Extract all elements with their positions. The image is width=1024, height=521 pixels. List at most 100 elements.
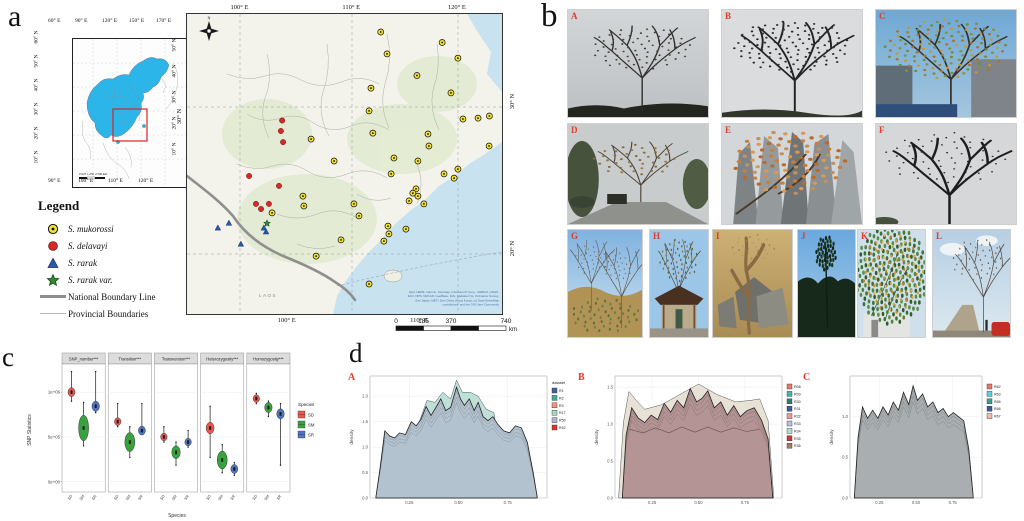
density-plot-a: 0.0 0.5 1.0 1.5 2.0 0.25 0.50 0.75 density datase… bbox=[349, 375, 566, 505]
inset-bottom-tick: 100° E bbox=[78, 178, 94, 184]
density-ytick: 0.5 bbox=[362, 470, 368, 475]
density-panel-letter-a: A bbox=[348, 372, 356, 383]
inset-right-tick: 10° N bbox=[171, 142, 178, 156]
violin-xtick: SR bbox=[137, 494, 143, 501]
thick-line-icon bbox=[38, 294, 68, 299]
marker-s-rarak-var bbox=[262, 219, 272, 227]
legend-item-red-circle: S. delavayi bbox=[38, 237, 188, 254]
density-legend-label: R09 bbox=[794, 392, 801, 396]
density-legend-label: R65 bbox=[994, 400, 1001, 404]
density-xtick: 0.75 bbox=[741, 500, 750, 505]
density-xtick: 0.50 bbox=[912, 500, 921, 505]
density-legend-label: R1 bbox=[559, 389, 564, 393]
density-xtick: 0.50 bbox=[694, 500, 703, 505]
density-legend-label: R52 bbox=[559, 426, 566, 430]
panel-d-label: d bbox=[349, 338, 363, 368]
density-legend-key bbox=[786, 435, 793, 442]
facet-title: Homozygosity*** bbox=[253, 357, 284, 362]
inset-top-tick: 170° E bbox=[156, 18, 172, 24]
photo-d: D bbox=[567, 123, 709, 225]
photo-label-j: J bbox=[801, 231, 806, 241]
main-bottom-tick: 100° E bbox=[277, 317, 296, 324]
compass-rose bbox=[199, 21, 219, 41]
map-scalebar: 0 185 370 740 km bbox=[388, 316, 520, 336]
density-legend-label: R31 bbox=[794, 407, 801, 411]
density-legend-label: R08 bbox=[794, 385, 801, 389]
marker-s-delavayi bbox=[277, 128, 284, 134]
density-legend-key bbox=[551, 402, 558, 408]
violin-xlabel: Species bbox=[168, 513, 186, 519]
marker-s-rarak bbox=[225, 219, 233, 226]
national-boundary-thick bbox=[185, 174, 357, 302]
map-attribution: Esri, HERE, Garmin, Intermap, increment … bbox=[410, 290, 500, 294]
main-right-tick: 20° N bbox=[509, 240, 517, 257]
photo-c: C bbox=[875, 9, 1017, 118]
facet-title: Transversion*** bbox=[162, 357, 191, 362]
map-attribution: FAO, NPS, NRCAN, GeoBase, IGN, Kadaster … bbox=[408, 294, 499, 298]
map-legend-title: Legend bbox=[38, 198, 80, 213]
violin-xtick: SD bbox=[206, 494, 212, 501]
density-legend-key bbox=[551, 417, 558, 423]
density-panel-letter-c: C bbox=[803, 372, 811, 383]
inset-map-svg: 0 625 1,250 2,500 km bbox=[73, 39, 191, 187]
violin-xtick: SM bbox=[79, 494, 86, 501]
photo-a: A bbox=[567, 9, 709, 118]
violin-xtick: SR bbox=[91, 494, 97, 501]
violin-xtick: SM bbox=[264, 494, 271, 501]
density-legend-key bbox=[786, 398, 793, 404]
density-ytick: 1.5 bbox=[362, 419, 368, 424]
marker-s-delavayi bbox=[246, 173, 253, 179]
density-ytick: 0.5 bbox=[607, 458, 613, 463]
blue-triangle-icon bbox=[38, 256, 68, 270]
density-legend-label: R50 bbox=[559, 419, 566, 423]
violin-xtick: SM bbox=[125, 494, 132, 501]
photo-label-l: L bbox=[936, 231, 943, 241]
density-legend-key bbox=[551, 395, 558, 401]
photo-h: H bbox=[649, 229, 709, 338]
main-right-tick: 30° N bbox=[509, 93, 517, 110]
facet-title: SNP_number*** bbox=[69, 357, 99, 362]
density-legend-key bbox=[551, 387, 558, 394]
inset-left-tick: 50° N bbox=[33, 54, 40, 68]
density-legend-key bbox=[986, 413, 993, 419]
map-sea-east bbox=[467, 14, 502, 92]
density-xtick: 0.25 bbox=[648, 500, 657, 505]
violin-legend-label: SR bbox=[308, 433, 314, 438]
china-shape bbox=[86, 57, 170, 139]
inset-right-tick: 40° N bbox=[171, 64, 178, 78]
inset-top-tick: 90° E bbox=[75, 18, 88, 24]
density-ytick: 1.0 bbox=[362, 445, 368, 450]
density-legend-key bbox=[986, 406, 993, 412]
photo-label-k: K bbox=[861, 231, 869, 241]
panel-b-label: b bbox=[541, 0, 558, 34]
density-curve bbox=[854, 384, 974, 499]
density-xtick: 0.25 bbox=[875, 500, 884, 505]
main-map: N LAOS Esri, HERE, Garmin, Intermap, incre… bbox=[185, 13, 503, 315]
violin-ytick: 5e+05 bbox=[48, 434, 61, 439]
photo-label-g: G bbox=[571, 231, 579, 241]
density-ytick: 0.0 bbox=[362, 495, 368, 500]
green-star-icon bbox=[38, 273, 68, 287]
density-legend-key bbox=[551, 424, 558, 431]
density-ytick: 1.0 bbox=[842, 414, 848, 419]
density-xtick: 0.25 bbox=[405, 500, 414, 505]
marker-s-rarak bbox=[237, 240, 245, 247]
density-ytick: 1.0 bbox=[607, 421, 613, 426]
facet-panel bbox=[246, 363, 291, 493]
legend-item-label: S. mukorossi bbox=[68, 223, 114, 234]
marker-s-rarak bbox=[214, 224, 222, 231]
violin-xtick: SD bbox=[159, 494, 165, 501]
inset-bottom-tick: 110° E bbox=[108, 178, 123, 184]
density-ylabel: density bbox=[594, 429, 600, 445]
inset-left-tick: 60° N bbox=[33, 30, 40, 44]
density-panel-letter-b: B bbox=[578, 372, 585, 383]
main-top-tick: 100° E bbox=[230, 4, 249, 11]
inset-map-wrap: 0 625 1,250 2,500 km 60° E 90° E 120° E 150… bbox=[28, 12, 192, 196]
photo-f: F bbox=[875, 123, 1017, 225]
panel-c-label: c bbox=[2, 342, 14, 372]
map-text: N LAOS Esri, HERE, Garmin, Intermap, incre… bbox=[208, 16, 500, 307]
map-attribution: Esri Japan, METI, Esri China (Hong Kong)… bbox=[415, 298, 499, 302]
density-legend-key bbox=[786, 391, 793, 397]
marker-s-delavayi bbox=[253, 200, 259, 207]
